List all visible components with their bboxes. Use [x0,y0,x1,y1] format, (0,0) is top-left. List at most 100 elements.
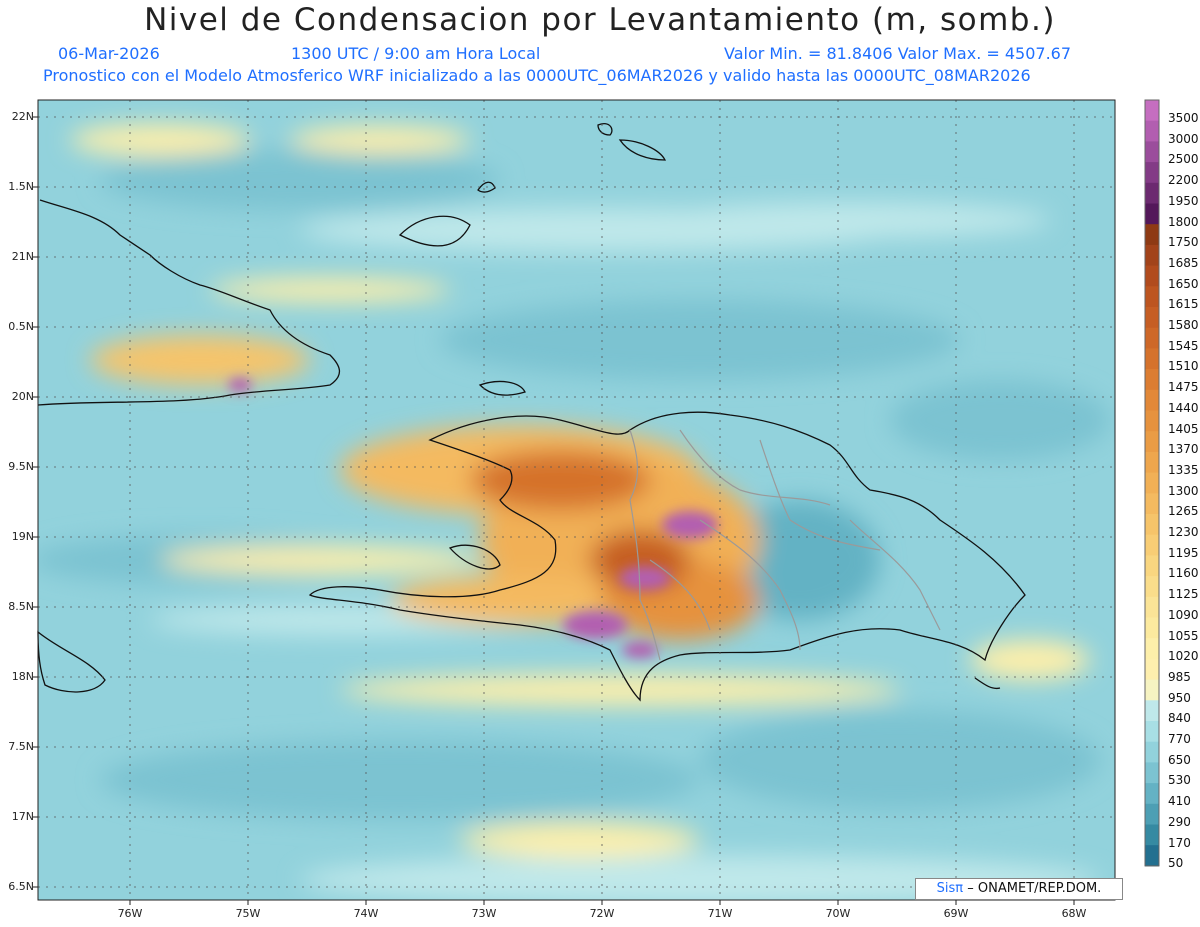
colorbar-swatch [1145,162,1159,184]
credit-brand: Sisπ [936,881,964,896]
credit-org: – ONAMET/REP.DOM. [967,881,1102,896]
colorbar-swatch [1145,141,1159,163]
lon-label: 75W [235,907,261,920]
lon-label: 70W [825,907,851,920]
colorbar-label: 290 [1168,814,1191,829]
map-frame [37,99,1116,901]
lat-label: 8.5N [8,600,34,613]
colorbar-label: 1055 [1168,628,1199,643]
colorbar-label: 50 [1168,856,1184,871]
lat-label: 19N [11,530,34,543]
colorbar-swatch [1145,307,1159,329]
lat-label: 21N [11,250,34,263]
colorbar-label: 1370 [1168,442,1199,457]
colorbar-swatch [1145,348,1159,370]
colorbar-swatch [1145,224,1159,246]
colorbar-swatch [1145,410,1159,432]
colorbar-swatch [1145,265,1159,287]
colorbar-swatch [1145,327,1159,349]
colorbar-label: 2200 [1168,173,1199,188]
lat-label: 6.5N [8,880,34,893]
colorbar-swatch [1145,555,1159,577]
colorbar-swatch [1145,472,1159,494]
time-label: 1300 UTC / 9:00 am Hora Local [291,44,541,63]
colorbar-label: 1265 [1168,504,1199,519]
colorbar-label: 950 [1168,690,1191,705]
colorbar-label: 1090 [1168,607,1199,622]
lat-label: 18N [11,670,34,683]
colorbar-label: 3000 [1168,131,1199,146]
colorbar-label: 1475 [1168,380,1199,395]
colorbar-label: 1615 [1168,297,1199,312]
colorbar-border [1144,99,1160,867]
colorbar-swatch [1145,845,1159,867]
colorbar-swatch [1145,203,1159,225]
colorbar-label: 1440 [1168,400,1199,415]
map-title: Nivel de Condensacion por Levantamiento … [144,2,1056,38]
colorbar-swatch [1145,596,1159,618]
colorbar [1144,99,1160,867]
colorbar-swatch [1145,679,1159,701]
lon-label: 68W [1061,907,1087,920]
lcl-field [38,100,1115,900]
colorbar-label: 1195 [1168,545,1199,560]
colorbar-label: 770 [1168,732,1191,746]
colorbar-swatch [1145,451,1159,474]
lat-label: 22N [11,110,34,123]
colorbar-swatch [1145,182,1159,204]
colorbar-swatch [1145,431,1159,453]
colorbar-swatch [1145,286,1159,308]
colorbar-swatch [1145,658,1159,681]
colorbar-label: 1405 [1168,421,1199,436]
colorbar-swatch [1145,389,1159,411]
lon-label: 74W [353,907,379,920]
credit-box: Sisπ – ONAMET/REP.DOM. [915,878,1123,900]
lon-label: 72W [589,907,615,920]
colorbar-swatch [1145,369,1159,391]
colorbar-label: 1580 [1168,318,1199,332]
lat-label: 0.5N [8,320,34,333]
colorbar-label: 650 [1168,752,1191,767]
lat-label: 7.5N [8,740,34,753]
colorbar-swatch [1145,741,1159,763]
colorbar-label: 170 [1168,835,1191,850]
colorbar-swatch [1145,783,1159,805]
colorbar-label: 1750 [1168,235,1199,250]
colorbar-label: 2500 [1168,152,1199,167]
lat-label: 20N [11,390,34,403]
colorbar-label: 985 [1168,669,1191,684]
province-borders [629,429,941,661]
lon-label: 71W [707,907,733,920]
lon-label: 73W [471,907,497,920]
lon-label: 76W [117,907,143,920]
axis-ticks [33,116,1075,905]
colorbar-label: 1685 [1168,255,1199,270]
colorbar-label: 1335 [1168,462,1199,477]
colorbar-label: 1650 [1168,276,1199,291]
colorbar-label: 1545 [1168,338,1199,353]
colorbar-label: 1125 [1168,587,1199,602]
colorbar-label: 1800 [1168,214,1199,229]
min-max-label: Valor Min. = 81.8406 Valor Max. = 4507.6… [724,44,1072,63]
colorbar-label: 3500 [1168,111,1199,125]
colorbar-swatch [1145,617,1159,639]
colorbar-swatch [1145,576,1159,598]
colorbar-swatch [1145,721,1159,743]
colorbar-label: 1230 [1168,525,1199,539]
colorbar-swatch [1145,534,1159,556]
colorbar-swatch [1145,100,1159,122]
colorbar-label: 1300 [1168,483,1199,498]
colorbar-label: 1160 [1168,566,1199,581]
lat-label: 17N [11,810,34,823]
coastline [37,123,1026,702]
colorbar-swatch [1145,638,1159,660]
colorbar-label: 1510 [1168,359,1199,374]
colorbar-swatch [1145,700,1159,722]
colorbar-label: 1020 [1168,649,1199,664]
lon-label: 69W [943,907,969,920]
lat-label: 9.5N [8,460,34,473]
colorbar-swatch [1145,244,1159,267]
forecast-label: Pronostico con el Modelo Atmosferico WRF… [43,66,1031,85]
date-label: 06-Mar-2026 [58,44,160,63]
colorbar-swatch [1145,762,1159,784]
